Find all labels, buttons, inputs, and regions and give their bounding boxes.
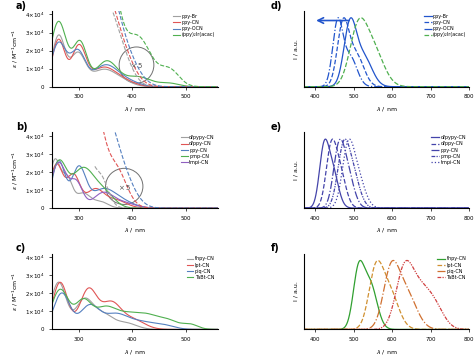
X-axis label: $\lambda$ / nm: $\lambda$ / nm [124, 348, 146, 355]
Text: e): e) [271, 122, 282, 132]
Text: f): f) [271, 243, 279, 253]
Y-axis label: I / a.u.: I / a.u. [293, 160, 298, 180]
Text: $\times\,5$: $\times\,5$ [130, 62, 143, 71]
Legend: thpy-CN, lpt-CN, piq-CN, TaBt-CN: thpy-CN, lpt-CN, piq-CN, TaBt-CN [437, 256, 467, 281]
Y-axis label: $\varepsilon$ / M$^{-1}$cm$^{-1}$: $\varepsilon$ / M$^{-1}$cm$^{-1}$ [10, 29, 19, 68]
X-axis label: $\lambda$ / nm: $\lambda$ / nm [124, 105, 146, 113]
Legend: ppy-Br, ppy-CN, ppy-OCN, (ppy)₂Ir(acac): ppy-Br, ppy-CN, ppy-OCN, (ppy)₂Ir(acac) [423, 13, 467, 38]
Y-axis label: I / a.u.: I / a.u. [293, 282, 298, 302]
X-axis label: $\lambda$ / nm: $\lambda$ / nm [124, 226, 146, 234]
X-axis label: $\lambda$ / nm: $\lambda$ / nm [376, 348, 397, 355]
Legend: thpy-CN, lpt-CN, piq-CN, TaBt-CN: thpy-CN, lpt-CN, piq-CN, TaBt-CN [186, 256, 215, 281]
Text: d): d) [271, 1, 282, 10]
Legend: dfpypy-CN, dfppy-CN, ppy-CN, pmp-CN, tmpi-CN: dfpypy-CN, dfppy-CN, ppy-CN, pmp-CN, tmp… [431, 135, 467, 165]
Text: a): a) [16, 1, 27, 10]
X-axis label: $\lambda$ / nm: $\lambda$ / nm [376, 226, 397, 234]
Legend: dfpypy-CN, dfppy-CN, ppy-CN, pmp-CN, tmpi-CN: dfpypy-CN, dfppy-CN, ppy-CN, pmp-CN, tmp… [181, 135, 215, 165]
Text: $\times\,5$: $\times\,5$ [118, 183, 131, 192]
Text: c): c) [16, 243, 26, 253]
Y-axis label: I / a.u.: I / a.u. [293, 39, 298, 59]
X-axis label: $\lambda$ / nm: $\lambda$ / nm [376, 105, 397, 113]
Y-axis label: $\varepsilon$ / M$^{-1}$cm$^{-1}$: $\varepsilon$ / M$^{-1}$cm$^{-1}$ [10, 272, 19, 311]
Legend: ppy-Br, ppy-CN, ppy-OCN, (ppy)₂Ir(acac): ppy-Br, ppy-CN, ppy-OCN, (ppy)₂Ir(acac) [173, 13, 215, 38]
Y-axis label: $\varepsilon$ / M$^{-1}$cm$^{-1}$: $\varepsilon$ / M$^{-1}$cm$^{-1}$ [10, 151, 19, 190]
Text: b): b) [16, 122, 27, 132]
